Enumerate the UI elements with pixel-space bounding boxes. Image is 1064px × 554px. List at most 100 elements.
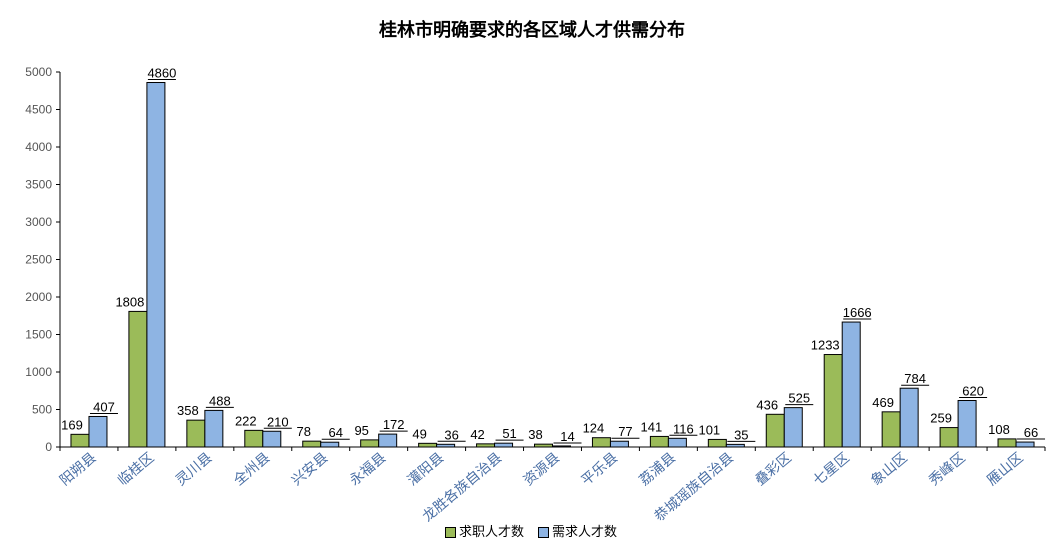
data-label: 38 [528,427,542,442]
y-tick-label: 4000 [25,140,52,154]
data-label: 124 [583,421,605,436]
chart-title: 桂林市明确要求的各区域人才供需分布 [379,20,685,41]
data-label: 51 [502,426,516,441]
data-label: 49 [412,426,426,441]
x-tick-label: 阳朔县 [57,450,99,489]
data-label: 1233 [811,338,840,353]
bar-supply [360,439,380,448]
y-tick-label: 1000 [25,365,52,379]
bar-supply [881,411,901,448]
data-label: 95 [354,423,368,438]
x-tick-label: 全州县 [230,449,273,489]
y-tick-label: 3000 [25,215,52,229]
data-label: 64 [329,425,343,440]
y-tick-label: 5000 [25,65,52,79]
y-tick-label: 1500 [25,328,52,342]
bar-demand [1015,441,1035,448]
data-label: 66 [1024,425,1038,440]
data-label: 172 [383,417,405,432]
bar-supply [997,438,1017,448]
bar-demand [146,82,166,448]
x-tick-label: 象山区 [868,450,910,489]
bar-supply [128,310,148,448]
legend: 求职人才数 需求人才数 [445,521,617,540]
bar-supply [70,433,90,448]
bar-demand [725,443,745,448]
bar-supply [186,419,206,448]
legend-item-demand: 需求人才数 [538,521,617,540]
data-label: 210 [267,414,289,429]
data-label: 36 [444,427,458,442]
bar-demand [957,400,977,448]
data-label: 4860 [147,66,176,81]
data-label: 108 [988,422,1010,437]
y-tick-label: 0 [45,440,52,454]
bar-demand [262,430,282,448]
data-label: 35 [734,427,748,442]
x-tick-label: 荔浦县 [636,450,678,489]
bar-supply [823,354,843,448]
x-tick-label: 叠彩区 [752,450,794,489]
x-tick-label: 秀峰区 [926,450,968,489]
bar-supply [765,413,785,448]
bar-supply [591,437,611,448]
bar-demand [667,437,687,448]
data-label: 116 [673,421,694,436]
bar-supply [302,440,322,448]
data-label: 469 [872,395,894,410]
x-tick-label: 平乐县 [579,450,621,489]
data-label: 784 [904,371,926,386]
data-label: 77 [618,424,632,439]
data-label: 141 [641,419,663,434]
x-tick-label: 雁山区 [984,450,1026,489]
bar-supply [476,443,496,448]
bar-demand [552,445,571,448]
y-tick-label: 500 [32,403,52,417]
legend-label: 求职人才数 [459,525,525,540]
x-tick-label: 资源县 [521,450,563,489]
data-label: 169 [61,417,83,432]
bar-demand [378,433,398,448]
data-label: 259 [930,411,952,426]
data-label: 407 [93,399,115,414]
x-tick-label: 临桂区 [115,450,157,489]
x-tick-label: 七星区 [810,450,852,489]
data-label: 436 [756,397,778,412]
data-label: 78 [297,424,311,439]
bar-demand [204,409,224,448]
bar-demand [783,407,803,448]
data-label: 101 [698,422,720,437]
bar-demand [841,321,861,448]
bar-demand [88,415,108,448]
y-tick-label: 3500 [25,178,52,192]
bar-supply [707,438,727,448]
legend-swatch [445,527,456,538]
data-label: 42 [470,427,484,442]
data-label: 620 [962,384,984,399]
data-label: 1808 [115,294,144,309]
x-tick-label: 灌阳县 [405,450,447,489]
bar-supply [939,427,959,448]
x-tick-label: 灵川县 [173,450,215,489]
x-tick-label: 永福县 [347,450,389,489]
bar-supply [534,443,553,448]
bar-supply [244,429,264,448]
data-label: 525 [788,391,810,406]
bar-demand [436,443,456,448]
bar-demand [494,442,514,448]
legend-item-supply: 求职人才数 [445,521,524,540]
data-label: 14 [560,429,574,444]
legend-label: 需求人才数 [552,525,618,540]
bar-supply [649,435,669,448]
y-tick-label: 2500 [25,253,52,267]
y-tick-label: 2000 [25,290,52,304]
legend-swatch [538,527,550,538]
y-tick-label: 4500 [25,103,52,117]
data-label: 358 [177,403,199,418]
data-label: 1666 [843,305,872,320]
x-tick-label: 兴安县 [289,450,331,489]
bar-demand [899,387,919,448]
data-label: 222 [235,413,257,428]
bar-demand [609,440,629,448]
